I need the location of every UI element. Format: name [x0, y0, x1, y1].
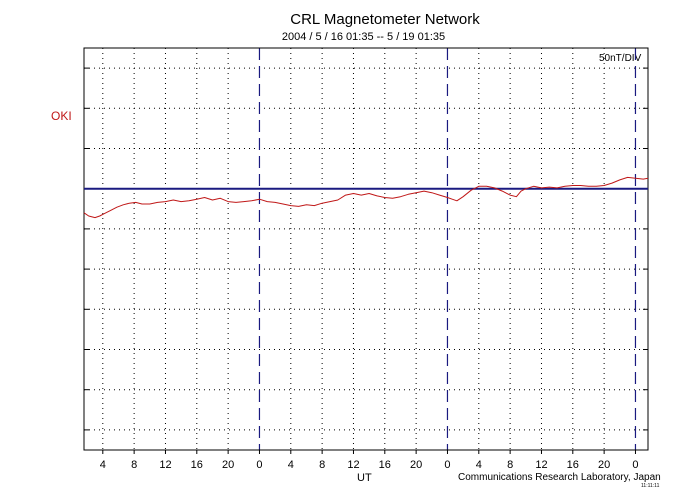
- x-tick-label-7: 8: [319, 459, 325, 471]
- x-tick-label-12: 4: [476, 459, 482, 471]
- x-axis-label: UT: [357, 472, 372, 484]
- x-tick-label-17: 0: [632, 459, 638, 471]
- x-tick-label-9: 16: [379, 459, 391, 471]
- x-tick-label-16: 20: [598, 459, 610, 471]
- x-tick-label-5: 0: [256, 459, 262, 471]
- x-tick-label-6: 4: [288, 459, 294, 471]
- grid-layer: [84, 48, 648, 450]
- timestamp-stamp: 11:11:11: [641, 483, 660, 489]
- chart-title: CRL Magnetometer Network: [290, 11, 480, 28]
- x-tick-label-0: 4: [100, 459, 106, 471]
- day-boundary-layer: [258, 48, 637, 450]
- axis-layer: [83, 47, 649, 451]
- x-tick-label-1: 8: [131, 459, 137, 471]
- station-label: OKI: [51, 109, 72, 123]
- x-tick-label-4: 20: [222, 459, 234, 471]
- series-layer: [83, 176, 649, 219]
- x-tick-label-2: 12: [159, 459, 171, 471]
- x-tick-label-15: 16: [567, 459, 579, 471]
- x-tick-label-3: 16: [191, 459, 203, 471]
- x-tick-label-14: 12: [535, 459, 547, 471]
- x-tick-label-8: 12: [347, 459, 359, 471]
- x-tick-label-13: 8: [507, 459, 513, 471]
- x-tick-label-11: 0: [444, 459, 450, 471]
- chart-subtitle: 2004 / 5 / 16 01:35 -- 5 / 19 01:35: [281, 31, 446, 43]
- credit-label: Communications Research Laboratory, Japa…: [458, 472, 661, 483]
- x-tick-layer: 4 8 12 16 20 0 4 8 12 16 20 0 4 8 12 16 20 0: [100, 450, 639, 471]
- x-tick-label-10: 20: [410, 459, 422, 471]
- series-line-oki: [83, 176, 649, 219]
- plot-frame: [83, 47, 649, 451]
- scale-label: 50nT/DIV: [599, 53, 642, 64]
